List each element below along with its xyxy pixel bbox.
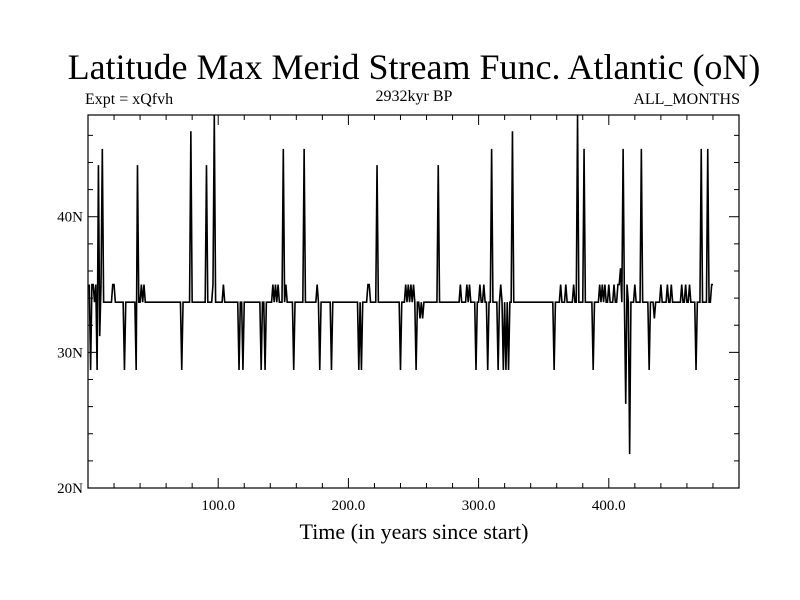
y-tick-label: 30N <box>57 345 83 361</box>
x-tick-label: 100.0 <box>201 498 235 514</box>
x-tick-label: 200.0 <box>332 498 366 514</box>
experiment-label: Expt = xQfvh <box>85 91 174 108</box>
months-label: ALL_MONTHS <box>633 91 740 108</box>
x-tick-label: 400.0 <box>592 498 626 514</box>
series-line <box>88 114 713 455</box>
chart-title: Latitude Max Merid Stream Func. Atlantic… <box>67 47 761 87</box>
axes: 100.0 200.0 300.0 400.0 20N 30N 40N <box>57 115 739 514</box>
y-tick-label: 40N <box>57 210 83 226</box>
plot-frame <box>87 114 740 489</box>
series-group <box>88 114 713 455</box>
x-axis-label: Time (in years since start) <box>299 519 529 544</box>
y-tick-label: 20N <box>57 481 83 497</box>
chart-subtitle: 2932kyr BP <box>375 88 453 105</box>
x-tick-label: 300.0 <box>462 498 496 514</box>
